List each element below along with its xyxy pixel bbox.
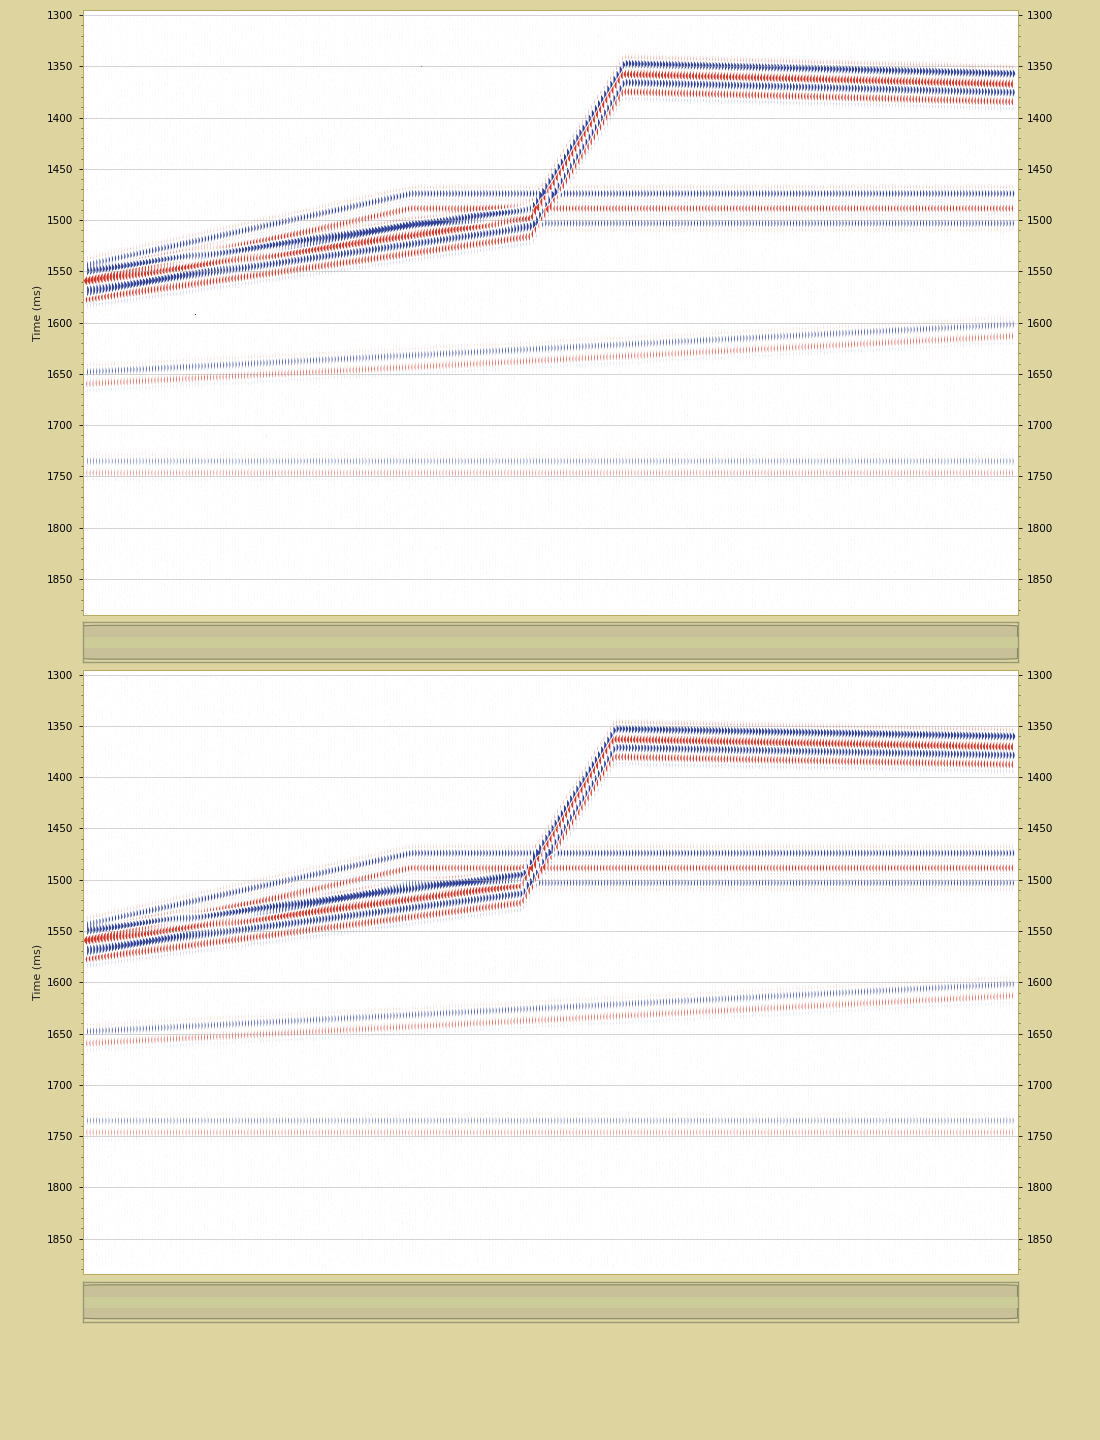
Y-axis label: Time (ms): Time (ms)	[33, 285, 43, 340]
FancyBboxPatch shape	[82, 1284, 1018, 1319]
FancyBboxPatch shape	[82, 625, 1018, 660]
Y-axis label: Time (ms): Time (ms)	[33, 945, 43, 999]
